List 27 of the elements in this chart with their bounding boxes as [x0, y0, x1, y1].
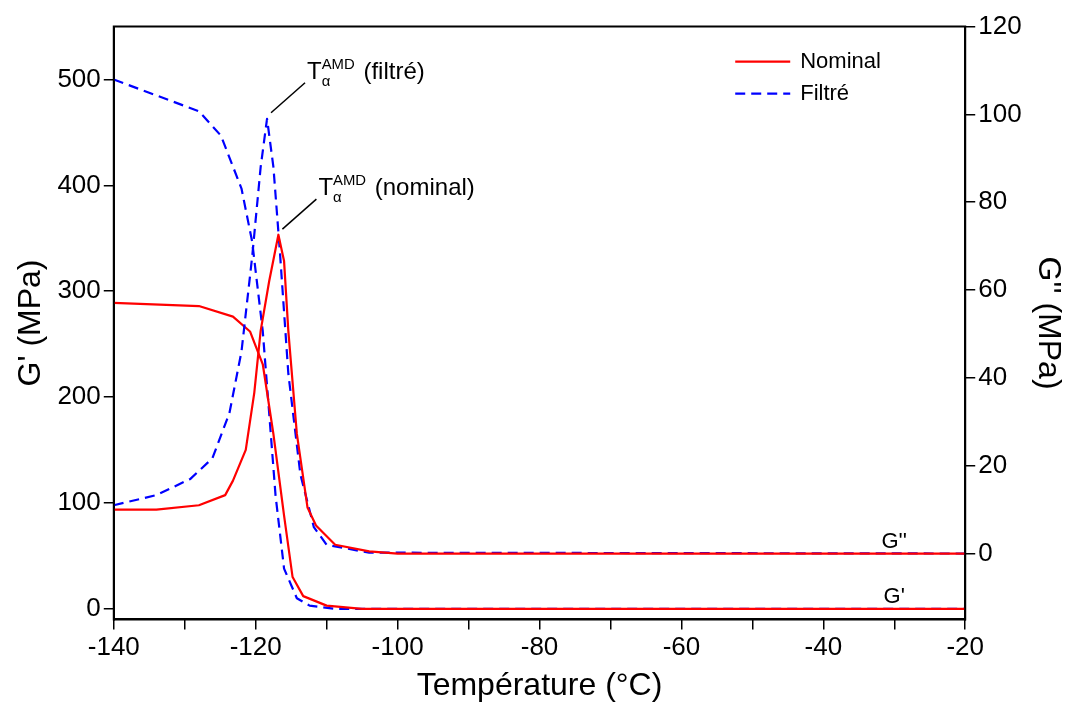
y-tick-label: 400: [57, 168, 101, 199]
y-tick-label: 200: [57, 380, 101, 411]
y-tick-label: 100: [57, 486, 101, 517]
y2-tick-label: 20: [978, 448, 1008, 479]
annotation: G': [883, 582, 905, 608]
legend-label: Nominal: [800, 47, 881, 73]
x-tick-label: -40: [804, 631, 843, 662]
legend-label: Filtré: [800, 79, 850, 105]
y2-tick-label: 120: [978, 9, 1022, 40]
y-tick-label: 0: [86, 591, 101, 622]
x-tick-label: -100: [371, 631, 424, 662]
x-tick-label: -80: [520, 631, 559, 662]
y-axis-title: G' (MPa): [11, 259, 48, 387]
y2-tick-label: 40: [978, 361, 1008, 392]
y2-tick-label: 60: [978, 273, 1008, 304]
x-tick-label: -20: [946, 631, 985, 662]
y2-axis-title: G'' (MPa): [1031, 256, 1068, 390]
y-tick-label: 500: [57, 62, 101, 93]
x-tick-label: -120: [229, 631, 282, 662]
y2-tick-label: 100: [978, 97, 1022, 128]
y-tick-label: 300: [57, 274, 101, 305]
x-tick-label: -140: [87, 631, 140, 662]
annotation: G'': [881, 527, 908, 553]
y2-tick-label: 80: [978, 185, 1008, 216]
y2-tick-label: 0: [978, 536, 993, 567]
x-axis-title: Température (°C): [416, 665, 663, 702]
x-tick-label: -60: [662, 631, 701, 662]
